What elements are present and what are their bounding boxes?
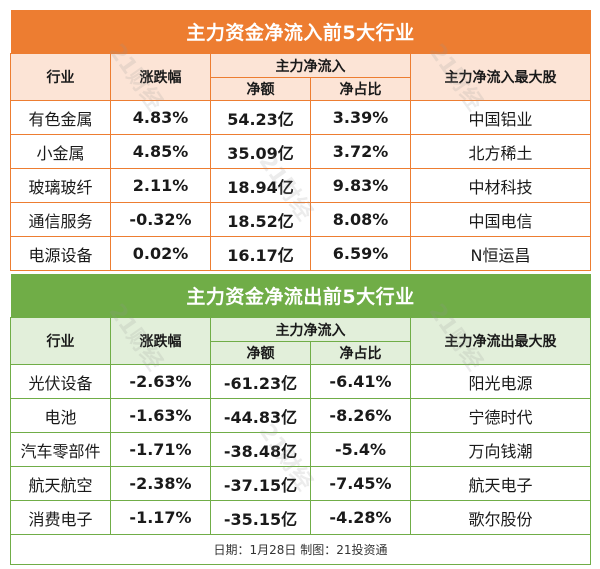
header-top-stock: 主力净流出最大股	[409, 317, 592, 365]
table-row: 汽车零部件 -1.71% -38.48亿 -5.4% 万向钱潮	[10, 432, 592, 467]
change-cell: 4.85%	[110, 134, 211, 169]
amount-cell: -37.15亿	[210, 466, 311, 501]
industry-cell: 玻璃玻纤	[10, 168, 111, 203]
industry-cell: 汽车零部件	[10, 432, 111, 467]
change-cell: -1.71%	[110, 432, 211, 467]
amount-cell: 18.94亿	[210, 168, 311, 203]
ratio-cell: 8.08%	[310, 202, 411, 237]
ratio-cell: 3.39%	[310, 100, 411, 135]
ratio-cell: 3.72%	[310, 134, 411, 169]
ratio-cell: -4.28%	[310, 500, 411, 535]
top-stock-cell: 中国铝业	[409, 100, 592, 135]
table-row: 消费电子 -1.17% -35.15亿 -4.28% 歌尔股份	[10, 500, 592, 535]
industry-cell: 消费电子	[10, 500, 111, 535]
ratio-cell: -7.45%	[310, 466, 411, 501]
industry-cell: 有色金属	[10, 100, 111, 135]
header-change: 涨跌幅	[110, 317, 211, 365]
amount-cell: 54.23亿	[210, 100, 311, 135]
table-row: 有色金属 4.83% 54.23亿 3.39% 中国铝业	[10, 100, 592, 135]
header-industry: 行业	[10, 317, 111, 365]
change-cell: 0.02%	[110, 236, 211, 271]
top-stock-cell: 中国电信	[409, 202, 592, 237]
header-amount: 净额	[210, 77, 311, 101]
header-net-inflow-group: 主力净流入	[210, 53, 411, 78]
table-row: 小金属 4.85% 35.09亿 3.72% 北方稀土	[10, 134, 592, 169]
top-stock-cell: N恒运昌	[409, 236, 592, 271]
ratio-cell: 9.83%	[310, 168, 411, 203]
amount-cell: 18.52亿	[210, 202, 311, 237]
change-cell: -0.32%	[110, 202, 211, 237]
ratio-cell: 6.59%	[310, 236, 411, 271]
change-cell: 4.83%	[110, 100, 211, 135]
table-row: 电源设备 0.02% 16.17亿 6.59% N恒运昌	[10, 236, 592, 271]
table-row: 光伏设备 -2.63% -61.23亿 -6.41% 阳光电源	[10, 364, 592, 399]
top-stock-cell: 北方稀土	[409, 134, 592, 169]
inflow-table: 主力资金净流入前5大行业 行业 涨跌幅 主力净流入 主力净流入最大股 净额 净占…	[10, 10, 592, 271]
source-footer: 日期：1月28日 制图：21投资通	[9, 534, 592, 565]
industry-cell: 航天航空	[10, 466, 111, 501]
top-stock-cell: 万向钱潮	[409, 432, 592, 467]
top-stock-cell: 歌尔股份	[409, 500, 592, 535]
ratio-cell: -8.26%	[310, 398, 411, 433]
change-cell: -1.63%	[110, 398, 211, 433]
industry-cell: 电池	[10, 398, 111, 433]
header-ratio: 净占比	[310, 341, 411, 365]
header-industry: 行业	[10, 53, 111, 101]
outflow-table: 主力资金净流出前5大行业 行业 涨跌幅 主力净流入 主力净流出最大股 净额 净占…	[9, 274, 592, 565]
amount-cell: -44.83亿	[210, 398, 311, 433]
header-net-inflow-group: 主力净流入	[210, 317, 411, 342]
header-change: 涨跌幅	[110, 53, 211, 101]
change-cell: -2.38%	[110, 466, 211, 501]
outflow-title: 主力资金净流出前5大行业	[10, 274, 591, 318]
header-amount: 净额	[210, 341, 311, 365]
table-row: 通信服务 -0.32% 18.52亿 8.08% 中国电信	[10, 202, 592, 237]
amount-cell: 16.17亿	[210, 236, 311, 271]
ratio-cell: -6.41%	[310, 364, 411, 399]
table-row: 电池 -1.63% -44.83亿 -8.26% 宁德时代	[10, 398, 592, 433]
top-stock-cell: 宁德时代	[409, 398, 592, 433]
industry-cell: 小金属	[10, 134, 111, 169]
industry-cell: 电源设备	[10, 236, 111, 271]
header-ratio: 净占比	[310, 77, 411, 101]
top-stock-cell: 阳光电源	[409, 364, 592, 399]
change-cell: -2.63%	[110, 364, 211, 399]
change-cell: -1.17%	[110, 500, 211, 535]
table-row: 航天航空 -2.38% -37.15亿 -7.45% 航天电子	[10, 466, 592, 501]
inflow-title: 主力资金净流入前5大行业	[10, 10, 591, 54]
amount-cell: -35.15亿	[210, 500, 311, 535]
top-stock-cell: 航天电子	[409, 466, 592, 501]
fund-flow-report: 主力资金净流入前5大行业 行业 涨跌幅 主力净流入 主力净流入最大股 净额 净占…	[9, 10, 592, 565]
ratio-cell: -5.4%	[310, 432, 411, 467]
industry-cell: 通信服务	[10, 202, 111, 237]
top-stock-cell: 中材科技	[409, 168, 592, 203]
amount-cell: -38.48亿	[210, 432, 311, 467]
change-cell: 2.11%	[110, 168, 211, 203]
amount-cell: -61.23亿	[210, 364, 311, 399]
amount-cell: 35.09亿	[210, 134, 311, 169]
table-row: 玻璃玻纤 2.11% 18.94亿 9.83% 中材科技	[10, 168, 592, 203]
header-top-stock: 主力净流入最大股	[409, 53, 592, 101]
industry-cell: 光伏设备	[10, 364, 111, 399]
